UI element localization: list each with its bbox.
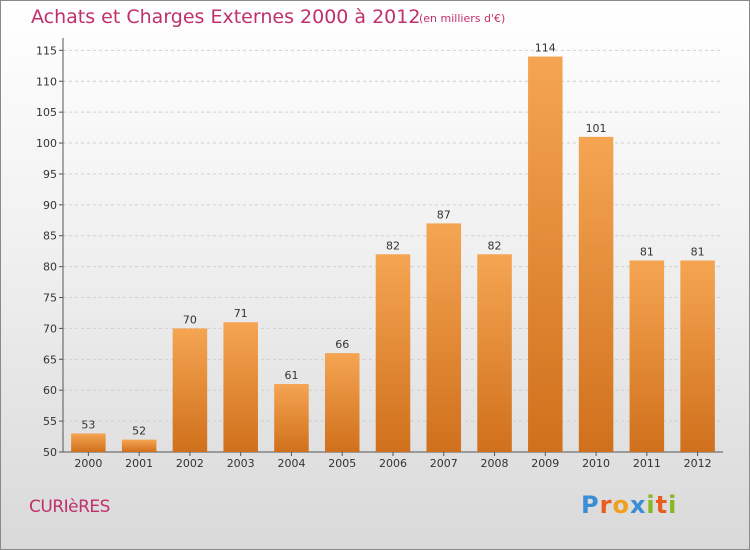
bar xyxy=(172,328,208,452)
bar xyxy=(375,254,411,452)
x-tick-label: 2009 xyxy=(531,457,559,470)
bar xyxy=(629,260,665,452)
logo-letter: i xyxy=(646,491,656,519)
y-tick-label: 110 xyxy=(36,75,57,88)
x-tick-label: 2011 xyxy=(633,457,661,470)
x-tick-label: 2000 xyxy=(74,457,102,470)
x-tick-label: 2005 xyxy=(328,457,356,470)
logo-letter: t xyxy=(655,491,669,519)
x-tick-label: 2006 xyxy=(379,457,407,470)
x-tick-label: 2001 xyxy=(125,457,153,470)
bar xyxy=(426,223,462,452)
bar xyxy=(680,260,715,452)
bars xyxy=(71,56,715,453)
y-tick-label: 80 xyxy=(43,261,57,274)
data-label: 101 xyxy=(586,122,607,135)
y-tick-label: 50 xyxy=(43,446,57,459)
commune-name: CURIèRES xyxy=(29,497,110,517)
logo-letter: x xyxy=(629,491,647,519)
y-tick-label: 60 xyxy=(43,384,57,397)
data-label: 81 xyxy=(640,245,654,258)
data-label: 70 xyxy=(183,313,197,326)
data-label: 82 xyxy=(386,239,400,252)
labels: 50 55 60 65 70 75 80 85 90 95 100 105 110 115 2000 53 20… xyxy=(36,42,712,470)
data-label: 53 xyxy=(81,418,95,431)
bar xyxy=(578,136,614,453)
x-tick-label: 2010 xyxy=(582,457,610,470)
bar xyxy=(274,384,309,452)
x-tick-label: 2003 xyxy=(227,457,255,470)
chart-subtitle: (en milliers d'€) xyxy=(419,12,506,25)
y-tick-label: 75 xyxy=(43,292,57,305)
data-label: 114 xyxy=(535,42,556,55)
data-label: 87 xyxy=(437,208,451,221)
y-tick-label: 65 xyxy=(43,353,57,366)
data-label: 66 xyxy=(335,338,349,351)
x-tick-label: 2004 xyxy=(277,457,305,470)
x-tick-label: 2002 xyxy=(176,457,204,470)
proxiti-logo: Proxiti xyxy=(581,491,677,519)
data-label: 71 xyxy=(234,307,248,320)
x-tick-label: 2008 xyxy=(481,457,509,470)
logo-letter: i xyxy=(668,491,678,519)
y-tick-label: 85 xyxy=(43,230,57,243)
bar xyxy=(121,439,157,452)
bar xyxy=(477,254,512,452)
y-tick-label: 55 xyxy=(43,415,57,428)
y-tick-label: 105 xyxy=(36,106,57,119)
logo-letter: r xyxy=(599,491,613,519)
chart-title: Achats et Charges Externes 2000 à 2012 xyxy=(31,6,421,28)
bar xyxy=(223,322,258,452)
logo-letter: o xyxy=(612,491,630,519)
data-label: 61 xyxy=(284,369,298,382)
logo-letter: P xyxy=(581,491,600,519)
data-label: 82 xyxy=(488,239,502,252)
y-tick-label: 95 xyxy=(43,168,57,181)
bar xyxy=(71,433,106,452)
data-label: 81 xyxy=(691,245,705,258)
y-tick-label: 70 xyxy=(43,322,57,335)
data-label: 52 xyxy=(132,425,146,438)
x-tick-label: 2012 xyxy=(684,457,712,470)
y-tick-label: 100 xyxy=(36,137,57,150)
bar xyxy=(528,56,563,452)
y-tick-label: 115 xyxy=(36,44,57,57)
bar xyxy=(324,353,360,452)
y-tick-label: 90 xyxy=(43,199,57,212)
x-tick-label: 2007 xyxy=(430,457,458,470)
